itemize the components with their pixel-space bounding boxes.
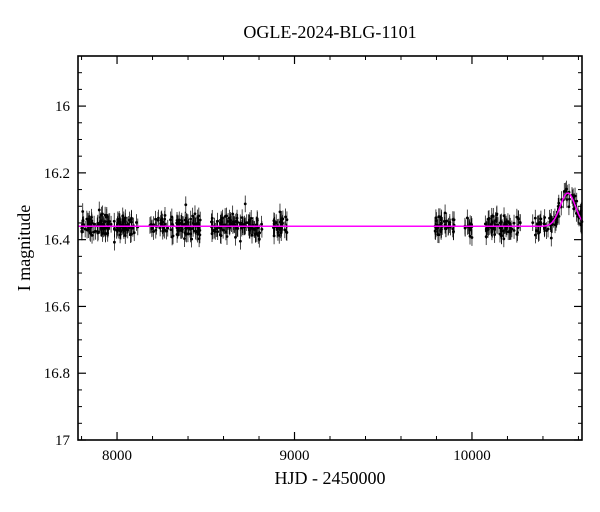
ytick-label: 16.4 <box>44 233 71 249</box>
xtick-label: 8000 <box>102 448 132 464</box>
ytick-label: 16.2 <box>44 166 70 182</box>
x-axis-label: HJD - 2450000 <box>275 468 386 488</box>
xtick-label: 10000 <box>453 448 491 464</box>
ytick-label: 17 <box>55 433 71 449</box>
chart-title: OGLE-2024-BLG-1101 <box>243 22 416 42</box>
ytick-label: 16.6 <box>44 299 71 315</box>
lightcurve-chart: 8000 9000 10000 16 16.2 16.4 16.6 16.8 17 OGLE-20… <box>0 0 600 512</box>
y-axis-label: I magnitude <box>14 205 34 291</box>
ytick-label: 16 <box>55 99 71 115</box>
ytick-label: 16.8 <box>44 366 70 382</box>
xtick-label: 9000 <box>280 448 310 464</box>
chart-svg: 8000 9000 10000 16 16.2 16.4 16.6 16.8 17 OGLE-20… <box>0 0 600 512</box>
